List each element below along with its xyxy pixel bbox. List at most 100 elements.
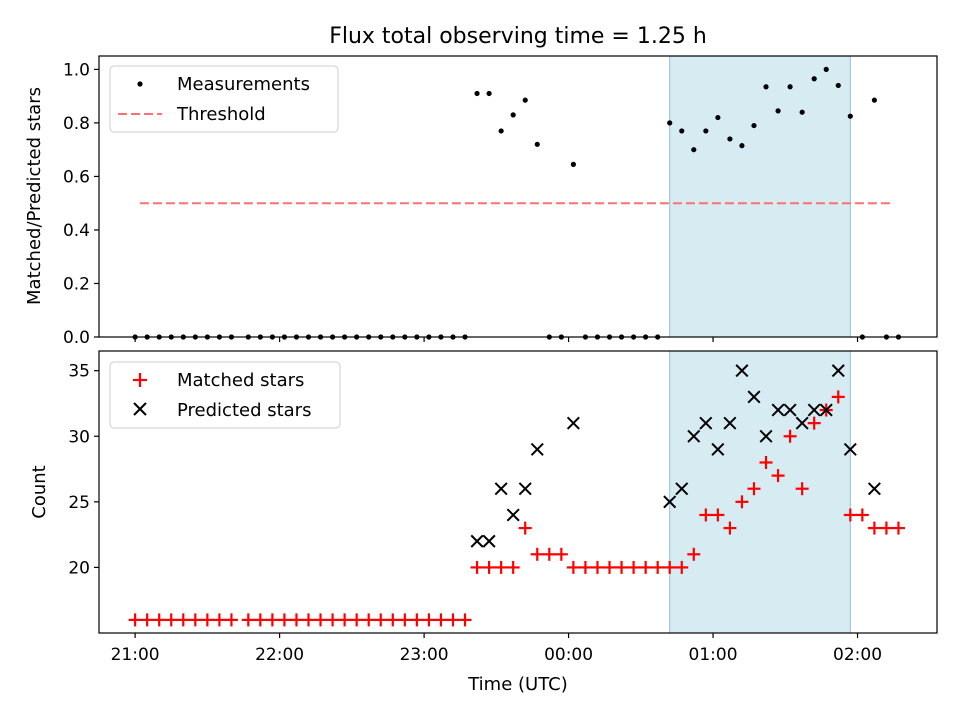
matched-star-point xyxy=(699,508,713,522)
predicted-star-point xyxy=(711,442,725,456)
matched-star-point xyxy=(783,429,797,443)
matched-star-point xyxy=(152,613,166,627)
measurement-point xyxy=(799,109,805,115)
bottom-highlight-span xyxy=(669,350,851,634)
predicted-star-point xyxy=(843,442,857,456)
matched-star-point xyxy=(410,613,424,627)
top-legend-box xyxy=(109,65,339,133)
measurement-point xyxy=(498,128,504,134)
matched-star-point xyxy=(651,560,665,574)
measurement-point xyxy=(823,66,829,72)
predicted-star-point xyxy=(783,403,797,417)
top-x-ticks xyxy=(134,337,859,342)
predicted-star-point xyxy=(723,416,737,430)
measurement-point xyxy=(715,114,721,121)
predicted-star-point xyxy=(675,482,689,496)
top-ytick-label: 0.6 xyxy=(63,167,90,187)
xtick-label: 00:00 xyxy=(544,645,593,665)
predicted-star-point xyxy=(759,429,773,443)
matched-star-point xyxy=(590,560,604,574)
predicted-star-point xyxy=(831,364,845,378)
measurement-point xyxy=(739,143,745,149)
measurement-point xyxy=(811,76,817,82)
matched-star-point xyxy=(200,613,214,627)
top-axes-frame xyxy=(98,55,938,338)
measurement-point xyxy=(751,122,757,129)
matched-star-point xyxy=(265,613,279,627)
xtick-label: 23:00 xyxy=(400,645,449,665)
predicted-star-point xyxy=(482,534,496,548)
xtick-label: 02:00 xyxy=(833,645,882,665)
measurement-point xyxy=(534,141,540,147)
measurement-point xyxy=(787,84,793,90)
chart-title: Flux total observing time = 1.25 h xyxy=(329,24,707,49)
matched-star-point xyxy=(224,613,238,627)
matched-star-point xyxy=(458,613,472,627)
matched-star-point xyxy=(398,613,412,627)
measurement-point xyxy=(775,108,781,114)
predicted-star-point xyxy=(807,403,821,417)
matched-star-point xyxy=(723,521,737,535)
bottom-y-axis-label: Count xyxy=(29,465,50,518)
matched-star-point xyxy=(434,613,448,627)
matched-star-point xyxy=(128,613,142,627)
predicted-star-point xyxy=(819,403,833,417)
matched-star-point xyxy=(687,547,701,561)
predicted-star-point xyxy=(663,495,677,509)
top-ytick-label: 1.0 xyxy=(63,60,90,80)
legend-measurements-marker xyxy=(137,81,143,87)
matched-star-point xyxy=(446,613,460,627)
top-y-axis-label: Matched/Predicted stars xyxy=(24,87,45,305)
matched-star-point xyxy=(518,521,532,535)
measurement-point xyxy=(522,97,528,103)
matched-star-point xyxy=(314,613,328,627)
matched-star-point xyxy=(663,560,677,574)
bottom-x-ticks: 21:00 22:00 23:00 00:00 01:00 02:00 xyxy=(111,633,882,665)
measurement-point xyxy=(727,136,733,142)
matched-star-point xyxy=(289,613,303,627)
top-legend: Measurements Threshold xyxy=(109,65,339,133)
matched-star-point xyxy=(867,521,881,535)
predicted-star-point xyxy=(687,429,701,443)
top-ytick-label: 0.2 xyxy=(63,274,90,294)
measurement-point xyxy=(510,112,516,118)
measurement-point xyxy=(474,90,480,97)
matched-star-point xyxy=(350,613,364,627)
matched-star-point xyxy=(326,613,340,627)
matched-star-point xyxy=(362,613,376,627)
bottom-axes-frame xyxy=(98,350,938,634)
matched-star-point xyxy=(494,560,508,574)
measurement-point xyxy=(691,147,697,153)
legend-predicted-label: Predicted stars xyxy=(177,400,311,421)
top-ytick-label: 0.4 xyxy=(63,221,90,241)
legend-threshold-label: Threshold xyxy=(176,104,266,125)
predicted-star-point xyxy=(735,364,749,378)
bottom-ytick-label: 25 xyxy=(68,493,90,513)
matched-star-point xyxy=(470,560,484,574)
top-highlight-span xyxy=(669,55,851,338)
predicted-star-point xyxy=(699,416,713,430)
matched-star-point xyxy=(386,613,400,627)
matched-star-point xyxy=(675,560,689,574)
matched-star-point xyxy=(843,508,857,522)
measurement-point xyxy=(667,120,673,126)
matched-star-point xyxy=(302,613,315,627)
matched-star-point xyxy=(711,508,725,522)
matched-star-point xyxy=(188,613,202,627)
predicted-star-point xyxy=(867,482,881,496)
matched-star-point xyxy=(639,560,653,574)
matched-star-point xyxy=(140,613,154,627)
top-y-ticks: 0.0 0.2 0.4 0.6 0.8 1.0 xyxy=(63,60,99,348)
bottom-ytick-label: 30 xyxy=(68,427,90,447)
matched-star-point xyxy=(212,613,226,627)
measurement-point xyxy=(763,84,769,90)
matched-star-point xyxy=(374,613,388,627)
xtick-label: 22:00 xyxy=(255,645,304,665)
bottom-ytick-label: 20 xyxy=(68,558,90,578)
matched-star-point xyxy=(530,547,544,561)
measurement-point xyxy=(486,90,492,97)
matched-star-point xyxy=(855,508,869,522)
matched-star-point xyxy=(566,560,580,574)
predicted-star-point xyxy=(518,482,532,496)
